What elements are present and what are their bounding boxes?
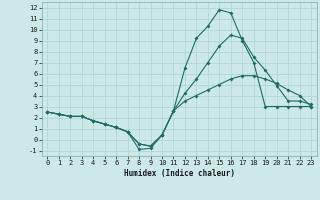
X-axis label: Humidex (Indice chaleur): Humidex (Indice chaleur) bbox=[124, 169, 235, 178]
